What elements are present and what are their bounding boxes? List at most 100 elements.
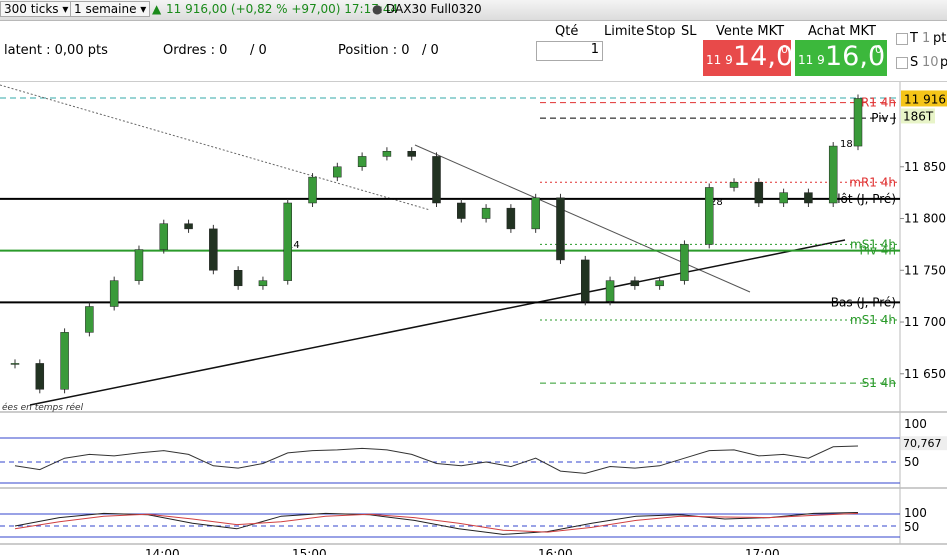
candle xyxy=(209,228,218,271)
time-label: 16:00 xyxy=(538,547,573,555)
level-label: mS1 4h xyxy=(850,237,896,251)
candle xyxy=(605,280,615,302)
marker: 18 xyxy=(840,139,853,150)
y-tick-label: 11 850 xyxy=(904,160,946,174)
t-value[interactable]: 1 xyxy=(922,31,931,46)
quote-arrow: ▲ xyxy=(152,2,162,16)
time-label: 14:00 xyxy=(145,547,180,555)
candle xyxy=(333,166,342,178)
candle xyxy=(804,192,813,204)
interval-select[interactable]: 300 ticks ▾ xyxy=(0,1,73,17)
buy-sup: 0 xyxy=(875,43,882,56)
candle xyxy=(283,202,292,281)
time-label: 17:00 xyxy=(745,547,780,555)
level-label: mS1 4h xyxy=(850,313,896,327)
candle xyxy=(407,150,416,157)
instrument: DAX30 Full0320 xyxy=(386,2,482,16)
volume-tag: 186T xyxy=(903,109,934,123)
rsi-last-tag xyxy=(901,436,947,451)
level-label: Clôt (J, Pré) xyxy=(829,192,896,206)
t-check[interactable] xyxy=(896,33,908,45)
buy-prefix: 11 9 xyxy=(798,53,825,67)
candle xyxy=(506,207,516,230)
candle xyxy=(258,280,268,287)
level-label: Piv 4h xyxy=(860,244,896,258)
candle xyxy=(109,280,119,307)
candle xyxy=(35,363,45,390)
y-tick-label: 11 750 xyxy=(904,263,946,277)
t-unit: pt xyxy=(933,31,947,46)
period-select[interactable]: 1 semaine ▾ xyxy=(70,1,151,17)
toolbar: 300 ticks ▾ 1 semaine ▾ ▲ 11 916,00 (+0,… xyxy=(0,0,947,21)
candle xyxy=(432,156,441,204)
candle xyxy=(60,332,69,390)
candle xyxy=(308,176,317,204)
candle xyxy=(828,145,838,204)
candle xyxy=(134,249,144,281)
stoch-k xyxy=(14,512,859,535)
buy-button[interactable]: 11 9 16,0 0 xyxy=(795,40,887,76)
time-label: 15:00 xyxy=(292,547,327,555)
level-label: S1 4h xyxy=(862,376,896,390)
candle xyxy=(581,259,590,302)
sell-sup: 0 xyxy=(781,43,788,56)
level-label: Piv J xyxy=(871,111,896,125)
s-unit: p xyxy=(940,55,947,70)
candle xyxy=(556,197,565,261)
candle xyxy=(481,207,491,219)
s-label: S xyxy=(910,55,919,70)
s-check[interactable] xyxy=(896,57,908,69)
candle xyxy=(853,98,863,147)
interval: 300 ticks xyxy=(4,2,59,16)
candle xyxy=(779,192,788,204)
position: Position : 0 xyxy=(338,43,410,58)
orders: Ordres : 0 xyxy=(163,43,228,58)
y-tick-label: 11 800 xyxy=(904,212,946,226)
y-tick-label: 11 700 xyxy=(904,315,946,329)
sell-button[interactable]: 11 9 14,0 0 xyxy=(703,40,794,76)
candle xyxy=(233,270,243,287)
rsi-tick-label: 50 xyxy=(904,455,919,469)
candle xyxy=(704,187,714,245)
instrument-icon: ● xyxy=(372,2,383,16)
last-price-label: 11 916, xyxy=(904,92,947,106)
sl[interactable]: SL xyxy=(681,24,697,39)
sell-price: 14,0 xyxy=(733,41,794,72)
trade-bar: latent : 0,00 pts Ordres : 0 / 0 Positio… xyxy=(0,21,947,82)
s-value[interactable]: 10 xyxy=(922,55,939,70)
candle xyxy=(655,280,664,287)
trendline xyxy=(29,239,846,406)
candle xyxy=(382,150,392,157)
candle xyxy=(184,223,193,230)
realtime-note: ées en temps réel xyxy=(2,402,84,413)
stoch-d xyxy=(14,512,859,533)
buy-price: 16,0 xyxy=(825,41,886,72)
candle xyxy=(680,244,689,281)
trendline xyxy=(414,144,751,293)
rsi-last-label: 70,767 xyxy=(903,437,942,450)
stoch-tick-label: 100 xyxy=(904,506,927,520)
last-price-tag xyxy=(901,90,947,107)
orders-total: / 0 xyxy=(250,43,267,58)
candle xyxy=(754,182,764,204)
volume-tag-bg xyxy=(901,108,935,124)
candle xyxy=(729,182,739,188)
qty-input[interactable]: 1 xyxy=(536,41,603,61)
candle xyxy=(159,223,169,250)
sell-label: Vente MKT xyxy=(716,24,785,39)
quote: 11 916,00 (+0,82 % +97,00) 17:17:44 xyxy=(166,2,399,16)
level-label: mR1 4h xyxy=(849,175,896,189)
t-label: T xyxy=(910,31,918,46)
position-total: / 0 xyxy=(422,43,439,58)
marker: 14 xyxy=(287,240,300,251)
buy-label: Achat MKT xyxy=(808,24,876,39)
limit[interactable]: Limite xyxy=(604,24,645,39)
period: 1 semaine xyxy=(74,2,137,16)
candle xyxy=(10,363,20,365)
level-label: R1 4h xyxy=(861,96,896,110)
rsi-line xyxy=(14,445,859,474)
stop[interactable]: Stop xyxy=(646,24,676,39)
candle xyxy=(85,306,94,333)
candle xyxy=(457,202,466,219)
